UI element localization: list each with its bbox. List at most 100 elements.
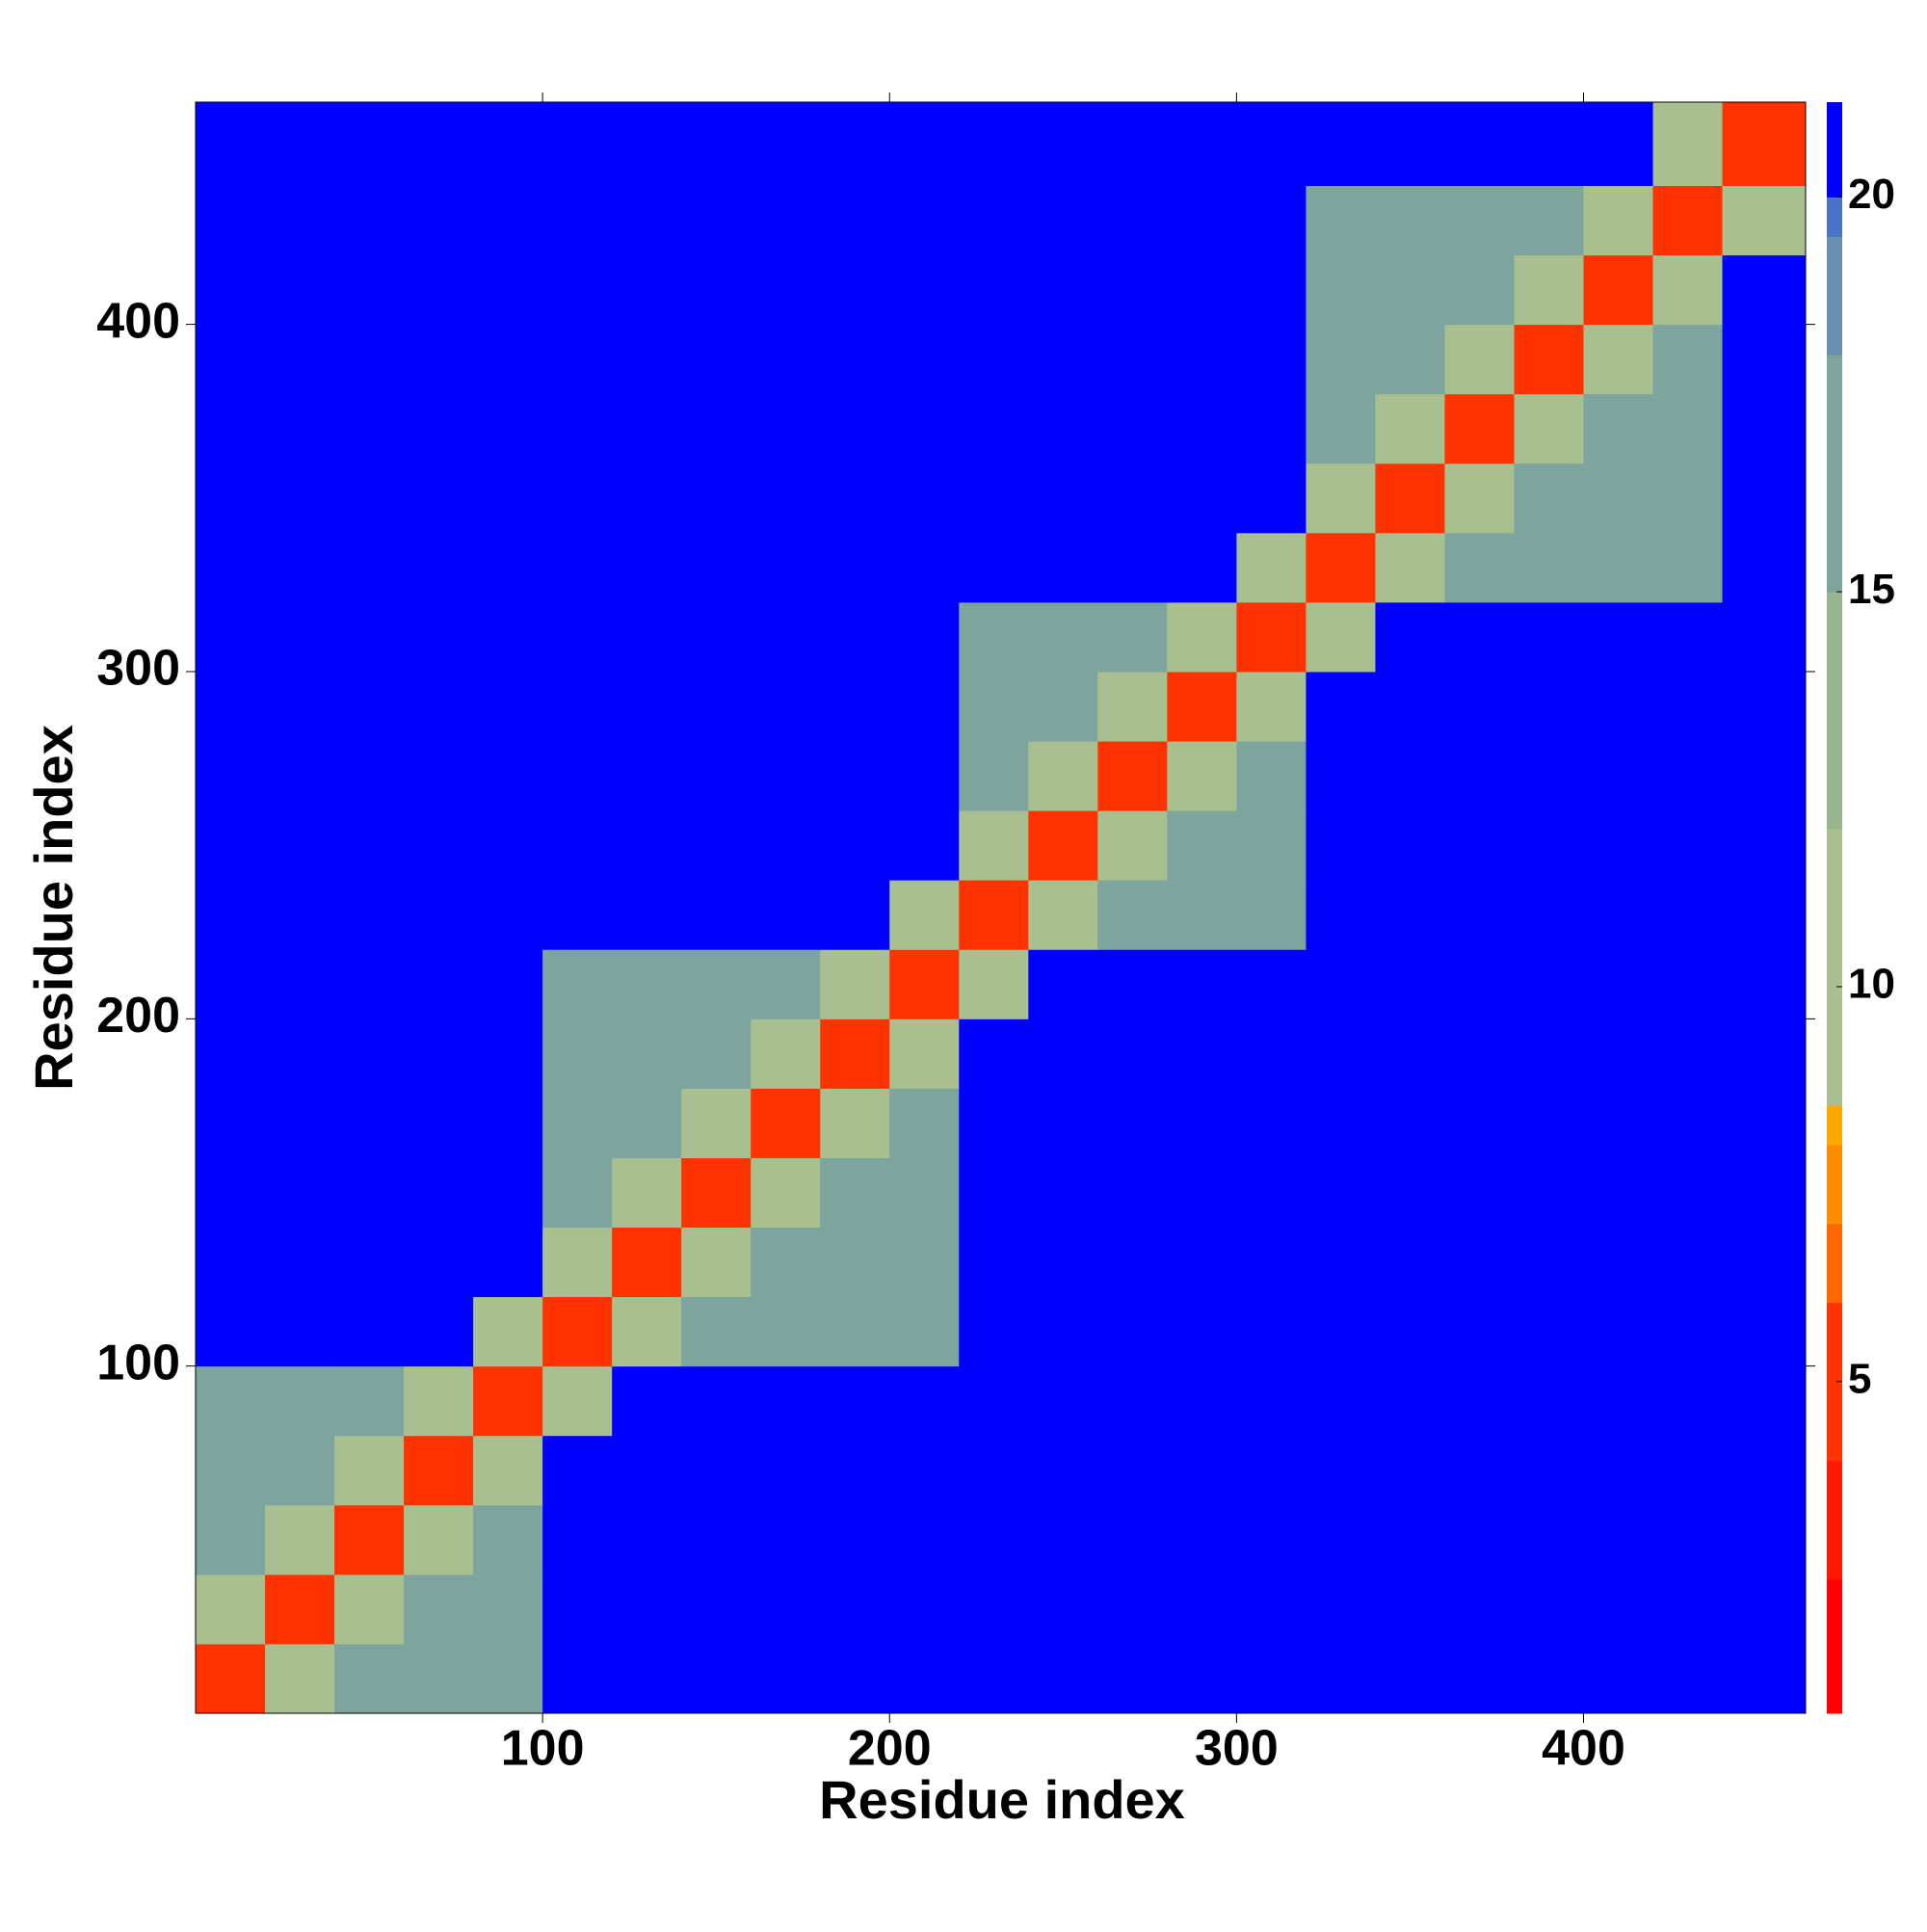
heatmap-cell (1722, 671, 1807, 742)
heatmap-cell (1514, 1365, 1585, 1437)
heatmap-cell (681, 1365, 752, 1437)
heatmap-cell (1375, 741, 1445, 811)
colorbar-tick-label: 10 (1848, 961, 1895, 1008)
heatmap-cell (751, 810, 821, 881)
colorbar-segment (1827, 1104, 1842, 1146)
heatmap-cell (1583, 1088, 1654, 1158)
heatmap-cell (334, 1504, 405, 1575)
heatmap-cell (1375, 880, 1445, 950)
heatmap-cell (959, 1574, 1029, 1645)
heatmap-cell (265, 1296, 335, 1367)
heatmap-cell (612, 1227, 682, 1298)
heatmap-cell (889, 810, 960, 881)
heatmap-cell (1583, 1365, 1654, 1437)
heatmap-cell (542, 1435, 613, 1506)
heatmap-cell (959, 1504, 1029, 1575)
heatmap-cell (334, 671, 405, 742)
heatmap-cell (681, 949, 752, 1019)
heatmap-cell (404, 324, 474, 395)
heatmap-cell (1444, 185, 1515, 256)
heatmap-cell (820, 741, 890, 811)
heatmap-cell (1514, 254, 1585, 326)
heatmap-cell (889, 1504, 960, 1575)
heatmap-cell (1236, 1157, 1307, 1229)
heatmap-cell (820, 810, 890, 881)
heatmap-cell (1652, 949, 1724, 1019)
heatmap-cell (265, 949, 335, 1019)
heatmap-cell (265, 810, 335, 881)
heatmap-cell (1167, 1019, 1237, 1089)
heatmap-cell (751, 671, 821, 742)
heatmap-cell (1028, 1296, 1098, 1367)
heatmap-cell (1375, 1435, 1445, 1506)
heatmap-cell (1583, 1157, 1654, 1229)
heatmap-cell (334, 102, 405, 186)
heatmap-cell (265, 1435, 335, 1506)
heatmap-cell (542, 1296, 613, 1367)
heatmap-cell (1306, 254, 1376, 326)
heatmap-cell (1375, 1643, 1445, 1714)
heatmap-cell (820, 1435, 890, 1506)
heatmap-cell (889, 601, 960, 673)
heatmap-cell (1306, 185, 1376, 256)
y-tick-label: 300 (96, 641, 180, 697)
heatmap-cell (1028, 1019, 1098, 1089)
heatmap-cell (889, 880, 960, 950)
heatmap-cell (1514, 810, 1585, 881)
heatmap-cell (820, 102, 890, 186)
heatmap-cell (473, 741, 543, 811)
heatmap-cell (1652, 1157, 1724, 1229)
heatmap-cell (1444, 393, 1515, 464)
heatmap-cell (751, 880, 821, 950)
heatmap-cell (196, 532, 266, 603)
heatmap-cell (1514, 1157, 1585, 1229)
heatmap-cell (1722, 1019, 1807, 1089)
heatmap-cell (1444, 949, 1515, 1019)
heatmap-cell (820, 254, 890, 326)
heatmap-cell (473, 1643, 543, 1714)
heatmap-cell (1375, 1574, 1445, 1645)
heatmap-cell (612, 1574, 682, 1645)
heatmap-cell (1444, 880, 1515, 950)
heatmap-cell (1028, 1643, 1098, 1714)
heatmap-cell (196, 880, 266, 950)
heatmap-cell (1167, 1227, 1237, 1298)
heatmap-cell (404, 1365, 474, 1437)
heatmap-cell (612, 463, 682, 534)
heatmap-cell (542, 949, 613, 1019)
heatmap-cell (1583, 1019, 1654, 1089)
heatmap-cell (196, 1019, 266, 1089)
heatmap-cell (751, 1504, 821, 1575)
heatmap-cell (612, 254, 682, 326)
heatmap-cell (681, 102, 752, 186)
heatmap-cell (1097, 532, 1168, 603)
heatmap-cell (959, 1296, 1029, 1367)
heatmap-cell (612, 1088, 682, 1158)
heatmap-cell (404, 532, 474, 603)
heatmap-cell (681, 1435, 752, 1506)
y-tick-label: 200 (96, 988, 180, 1044)
heatmap-cell (542, 393, 613, 464)
heatmap-cell (334, 741, 405, 811)
heatmap-cell (473, 254, 543, 326)
heatmap-cell (265, 671, 335, 742)
heatmap-cell (1097, 1504, 1168, 1575)
heatmap-cell (473, 949, 543, 1019)
heatmap-cell (1306, 1296, 1376, 1367)
heatmap-cell (404, 1435, 474, 1506)
heatmap-cell (1652, 532, 1724, 603)
heatmap-cell (1306, 601, 1376, 673)
heatmap-cell (1375, 1365, 1445, 1437)
heatmap-cell (1583, 393, 1654, 464)
heatmap-cell (681, 1019, 752, 1089)
heatmap-cell (404, 393, 474, 464)
heatmap-cell (612, 1157, 682, 1229)
heatmap-cell (1652, 393, 1724, 464)
heatmap-cell (1444, 1574, 1515, 1645)
heatmap-cell (404, 949, 474, 1019)
heatmap-cell (612, 324, 682, 395)
heatmap-cell (889, 671, 960, 742)
colorbar-tick-label: 20 (1848, 171, 1895, 218)
heatmap-cell (681, 671, 752, 742)
heatmap-cell (473, 810, 543, 881)
